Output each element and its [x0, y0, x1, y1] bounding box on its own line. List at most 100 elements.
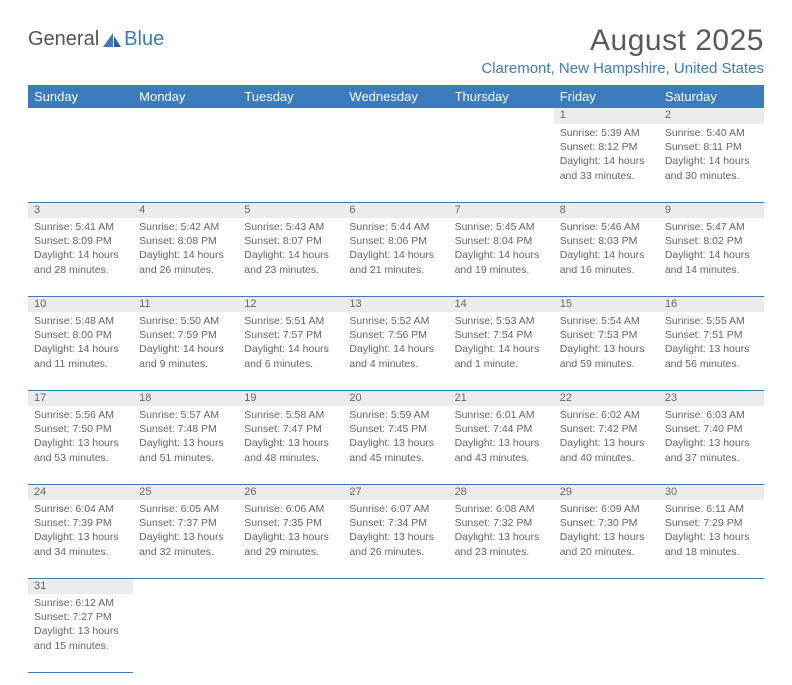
sunrise-text: Sunrise: 5:45 AM: [455, 220, 548, 234]
sunrise-text: Sunrise: 6:03 AM: [665, 408, 758, 422]
sunrise-text: Sunrise: 6:08 AM: [455, 502, 548, 516]
sunset-text: Sunset: 7:59 PM: [139, 328, 232, 342]
day-number-cell: 29: [554, 484, 659, 500]
day-number-cell: 11: [133, 296, 238, 312]
day-number-cell: 27: [343, 484, 448, 500]
daylight-text: Daylight: 13 hours and 23 minutes.: [455, 530, 548, 558]
day-number-cell: 12: [238, 296, 343, 312]
sunrise-text: Sunrise: 5:58 AM: [244, 408, 337, 422]
day-cell: Sunrise: 5:50 AMSunset: 7:59 PMDaylight:…: [133, 312, 238, 390]
day-cell: [133, 124, 238, 202]
day-number-cell: [133, 108, 238, 124]
sunset-text: Sunset: 7:45 PM: [349, 422, 442, 436]
sunset-text: Sunset: 7:42 PM: [560, 422, 653, 436]
sunset-text: Sunset: 8:07 PM: [244, 234, 337, 248]
sunrise-text: Sunrise: 5:55 AM: [665, 314, 758, 328]
daylight-text: Daylight: 14 hours and 16 minutes.: [560, 248, 653, 276]
day-cell: Sunrise: 5:55 AMSunset: 7:51 PMDaylight:…: [659, 312, 764, 390]
day-cell: Sunrise: 5:56 AMSunset: 7:50 PMDaylight:…: [28, 406, 133, 484]
day-number-cell: [238, 108, 343, 124]
day-header: Wednesday: [343, 85, 448, 108]
sunset-text: Sunset: 7:27 PM: [34, 610, 127, 624]
day-number-cell: 25: [133, 484, 238, 500]
sunrise-text: Sunrise: 5:56 AM: [34, 408, 127, 422]
day-cell: Sunrise: 5:39 AMSunset: 8:12 PMDaylight:…: [554, 124, 659, 202]
sunset-text: Sunset: 8:08 PM: [139, 234, 232, 248]
day-number-cell: [238, 578, 343, 594]
sunset-text: Sunset: 7:53 PM: [560, 328, 653, 342]
day-cell: Sunrise: 6:06 AMSunset: 7:35 PMDaylight:…: [238, 500, 343, 578]
sunset-text: Sunset: 7:48 PM: [139, 422, 232, 436]
sunset-text: Sunset: 8:02 PM: [665, 234, 758, 248]
day-number-cell: [449, 108, 554, 124]
day-number-cell: 13: [343, 296, 448, 312]
daylight-text: Daylight: 13 hours and 56 minutes.: [665, 342, 758, 370]
sunrise-text: Sunrise: 5:50 AM: [139, 314, 232, 328]
daylight-text: Daylight: 14 hours and 30 minutes.: [665, 154, 758, 182]
sunrise-text: Sunrise: 6:01 AM: [455, 408, 548, 422]
sunrise-text: Sunrise: 6:12 AM: [34, 596, 127, 610]
day-cell: Sunrise: 6:07 AMSunset: 7:34 PMDaylight:…: [343, 500, 448, 578]
sunrise-text: Sunrise: 5:39 AM: [560, 126, 653, 140]
day-number-cell: [28, 108, 133, 124]
day-cell: Sunrise: 6:01 AMSunset: 7:44 PMDaylight:…: [449, 406, 554, 484]
sunrise-text: Sunrise: 5:57 AM: [139, 408, 232, 422]
daylight-text: Daylight: 13 hours and 40 minutes.: [560, 436, 653, 464]
daylight-text: Daylight: 13 hours and 48 minutes.: [244, 436, 337, 464]
sunset-text: Sunset: 7:54 PM: [455, 328, 548, 342]
daylight-text: Daylight: 14 hours and 9 minutes.: [139, 342, 232, 370]
day-number-cell: [133, 578, 238, 594]
sunset-text: Sunset: 7:32 PM: [455, 516, 548, 530]
sunrise-text: Sunrise: 6:02 AM: [560, 408, 653, 422]
daylight-text: Daylight: 13 hours and 51 minutes.: [139, 436, 232, 464]
sunset-text: Sunset: 8:11 PM: [665, 140, 758, 154]
calendar-head: SundayMondayTuesdayWednesdayThursdayFrid…: [28, 85, 764, 108]
daylight-text: Daylight: 14 hours and 26 minutes.: [139, 248, 232, 276]
day-cell: [659, 594, 764, 672]
day-number-cell: [554, 578, 659, 594]
sunset-text: Sunset: 7:50 PM: [34, 422, 127, 436]
brand-part1: General: [28, 28, 99, 51]
daylight-text: Daylight: 13 hours and 26 minutes.: [349, 530, 442, 558]
sunset-text: Sunset: 7:57 PM: [244, 328, 337, 342]
sunrise-text: Sunrise: 6:07 AM: [349, 502, 442, 516]
day-cell: Sunrise: 6:11 AMSunset: 7:29 PMDaylight:…: [659, 500, 764, 578]
day-cell: [238, 594, 343, 672]
day-cell: Sunrise: 6:08 AMSunset: 7:32 PMDaylight:…: [449, 500, 554, 578]
day-header: Friday: [554, 85, 659, 108]
sunset-text: Sunset: 8:00 PM: [34, 328, 127, 342]
sunset-text: Sunset: 7:51 PM: [665, 328, 758, 342]
sunset-text: Sunset: 7:40 PM: [665, 422, 758, 436]
day-cell: [554, 594, 659, 672]
day-number-cell: [449, 578, 554, 594]
day-cell: Sunrise: 5:40 AMSunset: 8:11 PMDaylight:…: [659, 124, 764, 202]
daylight-text: Daylight: 13 hours and 34 minutes.: [34, 530, 127, 558]
daylight-text: Daylight: 13 hours and 45 minutes.: [349, 436, 442, 464]
day-number-cell: 14: [449, 296, 554, 312]
day-cell: Sunrise: 6:02 AMSunset: 7:42 PMDaylight:…: [554, 406, 659, 484]
day-number-cell: 31: [28, 578, 133, 594]
day-cell: [133, 594, 238, 672]
day-number-cell: 28: [449, 484, 554, 500]
day-number-cell: [343, 108, 448, 124]
sunset-text: Sunset: 7:39 PM: [34, 516, 127, 530]
day-cell: Sunrise: 5:59 AMSunset: 7:45 PMDaylight:…: [343, 406, 448, 484]
daylight-text: Daylight: 13 hours and 59 minutes.: [560, 342, 653, 370]
day-cell: Sunrise: 5:54 AMSunset: 7:53 PMDaylight:…: [554, 312, 659, 390]
day-number-cell: 30: [659, 484, 764, 500]
title-block: August 2025 Claremont, New Hampshire, Un…: [481, 24, 764, 77]
day-number-cell: 21: [449, 390, 554, 406]
sunrise-text: Sunrise: 5:44 AM: [349, 220, 442, 234]
day-cell: [238, 124, 343, 202]
sunrise-text: Sunrise: 6:06 AM: [244, 502, 337, 516]
day-header: Sunday: [28, 85, 133, 108]
day-number-cell: [659, 578, 764, 594]
day-cell: Sunrise: 6:03 AMSunset: 7:40 PMDaylight:…: [659, 406, 764, 484]
sunrise-text: Sunrise: 5:52 AM: [349, 314, 442, 328]
day-cell: Sunrise: 5:48 AMSunset: 8:00 PMDaylight:…: [28, 312, 133, 390]
day-number-cell: 8: [554, 202, 659, 218]
day-number-cell: 16: [659, 296, 764, 312]
calendar-page: General Blue August 2025 Claremont, New …: [0, 0, 792, 685]
day-number-cell: 1: [554, 108, 659, 124]
daylight-text: Daylight: 14 hours and 1 minute.: [455, 342, 548, 370]
